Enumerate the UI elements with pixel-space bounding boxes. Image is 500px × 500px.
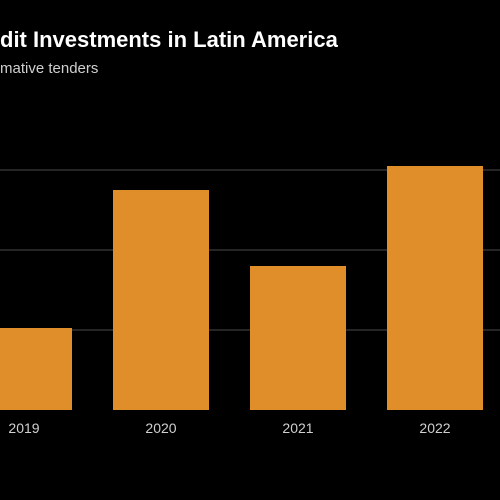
x-tick-label-2019: 2019 bbox=[8, 420, 39, 436]
bar-2022 bbox=[387, 166, 483, 410]
chart-title: dit Investments in Latin America bbox=[0, 27, 338, 52]
x-tick-label-2021: 2021 bbox=[282, 420, 313, 436]
x-tick-label-2022: 2022 bbox=[419, 420, 450, 436]
bar-2021 bbox=[250, 266, 346, 410]
chart-subtitle: mative tenders bbox=[0, 60, 99, 77]
bar-2020 bbox=[113, 190, 209, 410]
x-tick-label-2020: 2020 bbox=[145, 420, 176, 436]
bar-2019 bbox=[0, 328, 72, 410]
x-tick-labels: 2019 2020 2021 2022 bbox=[8, 420, 450, 436]
bars bbox=[0, 166, 483, 410]
